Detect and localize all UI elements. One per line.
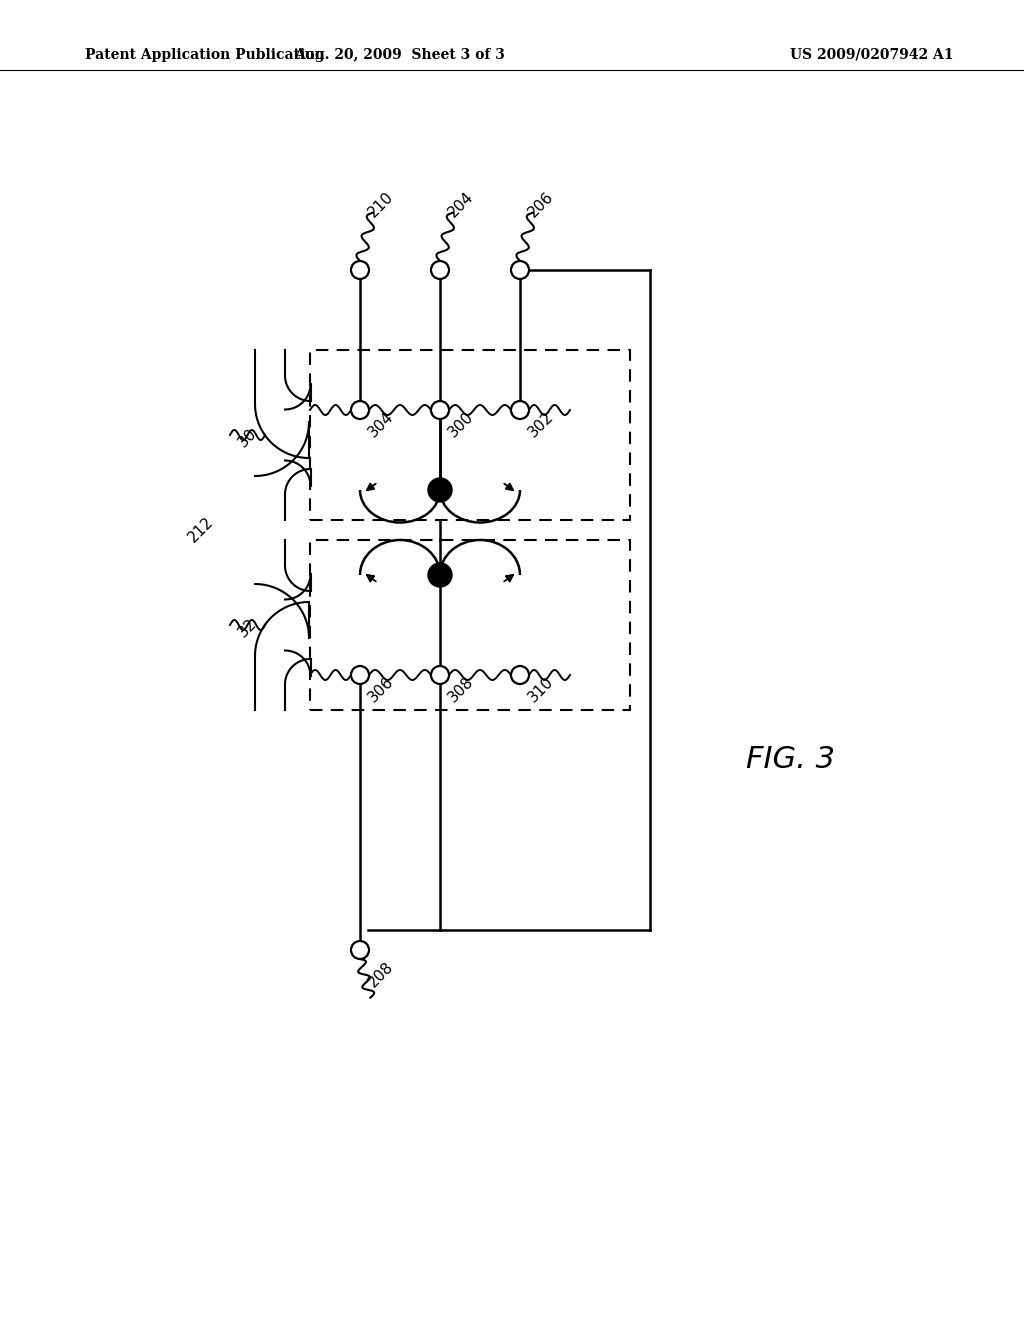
Circle shape: [431, 401, 449, 418]
Circle shape: [428, 478, 452, 502]
Text: 306: 306: [365, 673, 396, 705]
Text: 210: 210: [365, 189, 396, 220]
Text: 302: 302: [525, 409, 556, 440]
Text: 212: 212: [185, 513, 216, 545]
Text: 300: 300: [445, 409, 476, 440]
Circle shape: [511, 261, 529, 279]
Text: Aug. 20, 2009  Sheet 3 of 3: Aug. 20, 2009 Sheet 3 of 3: [295, 48, 506, 62]
Text: 32: 32: [234, 615, 259, 640]
Circle shape: [351, 401, 369, 418]
Bar: [310, 540, 630, 710]
Text: 208: 208: [365, 958, 396, 990]
Text: 310: 310: [525, 675, 556, 705]
Text: FIG. 3: FIG. 3: [745, 746, 835, 775]
Text: 304: 304: [365, 409, 396, 440]
Circle shape: [428, 564, 452, 587]
Circle shape: [351, 261, 369, 279]
Circle shape: [511, 667, 529, 684]
Circle shape: [351, 667, 369, 684]
Text: 30: 30: [234, 425, 259, 450]
Circle shape: [511, 401, 529, 418]
Text: Patent Application Publication: Patent Application Publication: [85, 48, 325, 62]
Bar: [310, 350, 630, 520]
Circle shape: [431, 261, 449, 279]
Text: 206: 206: [525, 189, 556, 220]
Text: 308: 308: [445, 675, 476, 705]
Text: 204: 204: [445, 189, 476, 220]
Circle shape: [351, 941, 369, 960]
Circle shape: [431, 667, 449, 684]
Text: US 2009/0207942 A1: US 2009/0207942 A1: [790, 48, 953, 62]
